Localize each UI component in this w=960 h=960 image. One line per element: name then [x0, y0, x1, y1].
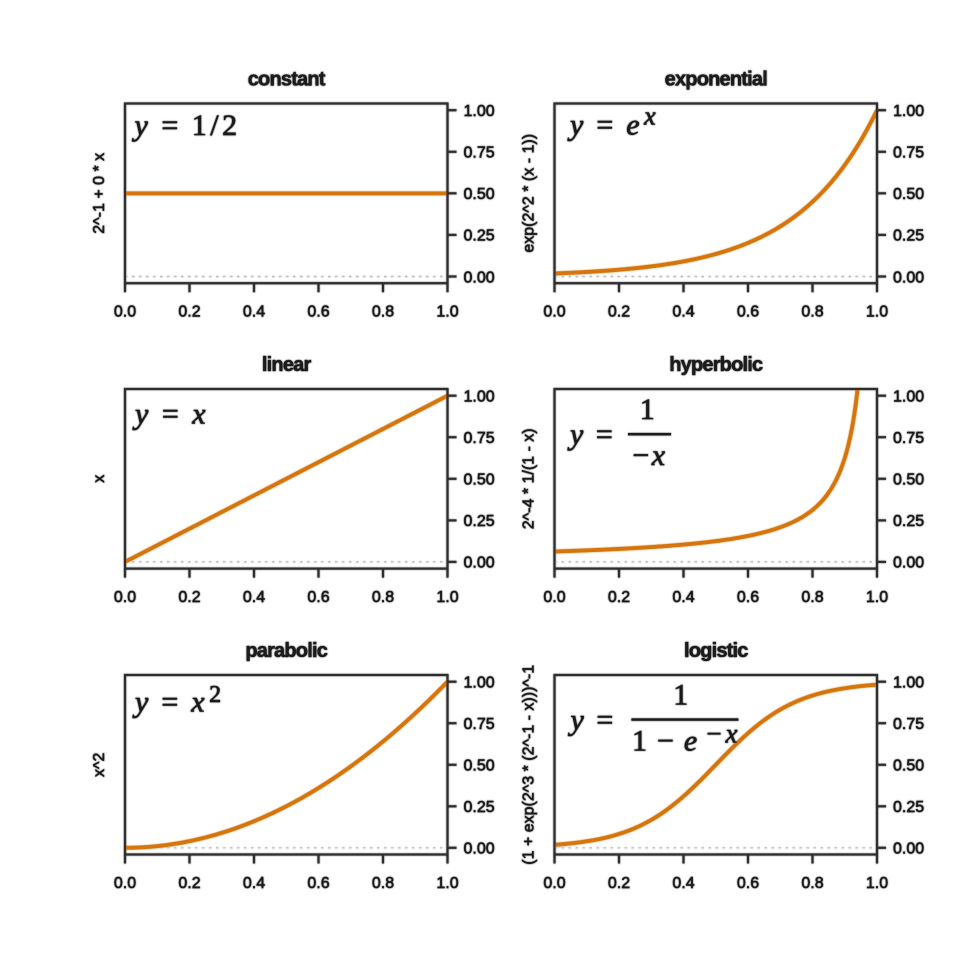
svg-text:−x: −x	[632, 439, 667, 472]
svg-text:0.4: 0.4	[243, 875, 265, 892]
svg-text:0.6: 0.6	[307, 304, 329, 321]
svg-text:0.0: 0.0	[543, 875, 565, 892]
svg-text:0.8: 0.8	[372, 589, 394, 606]
svg-text:0.2: 0.2	[178, 589, 200, 606]
svg-text:1.0: 1.0	[866, 589, 888, 606]
svg-text:0.6: 0.6	[737, 304, 759, 321]
svg-text:0.0: 0.0	[114, 304, 136, 321]
svg-text:constant: constant	[248, 69, 326, 91]
svg-text:0.6: 0.6	[737, 875, 759, 892]
svg-text:0.00: 0.00	[893, 841, 924, 858]
svg-text:0.50: 0.50	[893, 758, 924, 775]
svg-text:0.00: 0.00	[464, 269, 495, 286]
svg-text:0.75: 0.75	[893, 716, 924, 733]
svg-text:1.0: 1.0	[436, 589, 458, 606]
svg-text:1.00: 1.00	[464, 103, 495, 120]
svg-text:0.0: 0.0	[543, 589, 565, 606]
svg-text:0.50: 0.50	[464, 472, 495, 489]
svg-text:0.75: 0.75	[464, 430, 495, 447]
svg-text:0.25: 0.25	[893, 228, 924, 245]
svg-text:0.6: 0.6	[737, 589, 759, 606]
svg-text:0.0: 0.0	[114, 875, 136, 892]
svg-text:0.00: 0.00	[893, 269, 924, 286]
svg-text:0.4: 0.4	[243, 304, 265, 321]
svg-text:1.00: 1.00	[464, 389, 495, 406]
svg-text:0.0: 0.0	[114, 589, 136, 606]
svg-text:y=: y =	[567, 418, 615, 451]
svg-text:0.6: 0.6	[307, 875, 329, 892]
svg-text:1.00: 1.00	[893, 675, 924, 692]
svg-text:0.25: 0.25	[893, 799, 924, 816]
svg-text:0.6: 0.6	[307, 589, 329, 606]
svg-text:0.2: 0.2	[178, 875, 200, 892]
svg-text:y=: y =	[568, 703, 616, 736]
svg-text:0.8: 0.8	[372, 875, 394, 892]
svg-text:1−e−x: 1− e −x	[632, 719, 740, 758]
svg-text:0.2: 0.2	[608, 589, 630, 606]
svg-text:logistic: logistic	[684, 640, 748, 662]
svg-text:1.00: 1.00	[464, 675, 495, 692]
svg-text:0.8: 0.8	[801, 589, 823, 606]
svg-text:0.75: 0.75	[893, 145, 924, 162]
svg-text:linear: linear	[262, 354, 312, 376]
svg-text:hyperbolic: hyperbolic	[669, 354, 763, 376]
svg-text:y=x: y = x	[132, 397, 209, 430]
svg-text:0.8: 0.8	[801, 875, 823, 892]
svg-text:0.25: 0.25	[464, 513, 495, 530]
svg-text:0.50: 0.50	[464, 758, 495, 775]
svg-text:1.0: 1.0	[866, 304, 888, 321]
svg-text:y=x2: y = x2	[132, 682, 224, 719]
svg-text:0.50: 0.50	[893, 186, 924, 203]
svg-text:0.25: 0.25	[464, 799, 495, 816]
svg-text:0.25: 0.25	[893, 513, 924, 530]
svg-text:0.2: 0.2	[608, 875, 630, 892]
svg-text:0.75: 0.75	[464, 145, 495, 162]
svg-text:2^-1 + 0 * x: 2^-1 + 0 * x	[91, 153, 108, 234]
svg-text:2^-4 * 1/(1 - x): 2^-4 * 1/(1 - x)	[521, 428, 538, 529]
svg-text:0.8: 0.8	[372, 304, 394, 321]
svg-text:1.0: 1.0	[436, 875, 458, 892]
svg-text:x: x	[91, 475, 108, 483]
svg-text:0.4: 0.4	[243, 589, 265, 606]
svg-text:1.0: 1.0	[866, 875, 888, 892]
svg-text:0.75: 0.75	[893, 430, 924, 447]
svg-text:0.0: 0.0	[543, 304, 565, 321]
svg-text:0.8: 0.8	[801, 304, 823, 321]
svg-text:1.00: 1.00	[893, 103, 924, 120]
svg-text:(1 + exp(2^3 * (2^-1 - x)))^-1: (1 + exp(2^3 * (2^-1 - x)))^-1	[521, 665, 538, 865]
svg-text:0.00: 0.00	[464, 841, 495, 858]
svg-text:0.4: 0.4	[672, 875, 694, 892]
svg-text:1: 1	[640, 393, 658, 426]
svg-text:x^2: x^2	[91, 752, 108, 777]
svg-text:y=ex: y = ex	[567, 102, 658, 142]
svg-text:parabolic: parabolic	[245, 640, 327, 662]
svg-text:0.4: 0.4	[672, 589, 694, 606]
svg-text:0.50: 0.50	[464, 186, 495, 203]
svg-text:exp(2^2 * (x - 1)): exp(2^2 * (x - 1))	[521, 134, 538, 253]
svg-text:0.25: 0.25	[464, 228, 495, 245]
svg-text:0.2: 0.2	[608, 304, 630, 321]
svg-text:0.00: 0.00	[893, 555, 924, 572]
svg-text:1: 1	[673, 678, 691, 711]
svg-text:0.00: 0.00	[464, 555, 495, 572]
svg-text:0.4: 0.4	[672, 304, 694, 321]
svg-text:1.0: 1.0	[436, 304, 458, 321]
svg-text:0.75: 0.75	[464, 716, 495, 733]
svg-text:y=1/2: y = 1/2	[132, 109, 241, 142]
svg-text:0.50: 0.50	[893, 472, 924, 489]
svg-text:exponential: exponential	[665, 69, 768, 91]
svg-text:1.00: 1.00	[893, 389, 924, 406]
svg-text:0.2: 0.2	[178, 304, 200, 321]
